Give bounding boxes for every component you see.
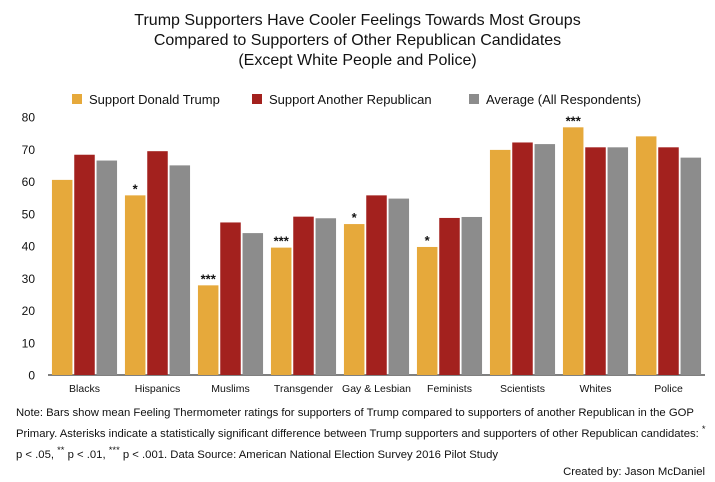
y-tick-label: 70 [22,143,36,157]
bar [366,195,387,375]
category-label: Feminists [427,383,472,395]
category-label: Police [654,383,683,395]
bar [147,151,168,375]
legend-label: Average (All Respondents) [486,92,641,107]
significance-marker: *** [201,271,217,286]
bar [74,154,95,375]
chart: Trump Supporters Have Cooler Feelings To… [22,12,705,395]
footnote-sig3-text: p < .001. Data Source: American National… [119,448,499,461]
bar [562,127,584,375]
bar [197,285,219,375]
legend-swatch [469,94,479,104]
category-label: Transgender [274,383,334,395]
y-tick-label: 80 [22,111,36,125]
y-tick-label: 30 [22,272,36,286]
bar [220,222,241,375]
bar [51,179,73,375]
bar [343,224,365,375]
bar [489,149,511,375]
bar [293,216,314,375]
legend-label: Support Donald Trump [89,92,220,107]
significance-marker: *** [566,113,582,128]
legend: Support Donald Trump Support Another Repu… [72,92,641,107]
y-tick-label: 0 [28,369,35,383]
x-axis: Blacks Hispanics Muslims Transgender Gay & L… [69,383,683,395]
footnote: Note: Bars show mean Feeling Thermometer… [16,406,706,463]
y-tick-label: 60 [22,175,36,189]
bar [658,147,679,375]
bar [96,160,118,375]
bar [607,147,629,375]
bar [270,247,292,375]
bar [680,157,702,375]
category-label: Hispanics [135,383,181,395]
y-tick-label: 50 [22,207,36,221]
category-label: Muslims [211,383,250,395]
title-line-2: Compared to Supporters of Other Republic… [154,32,561,49]
footnote-sig1-text: p < .05, [16,448,58,461]
significance-marker: * [133,181,139,196]
category-label: Blacks [69,383,100,395]
bar [388,198,410,375]
footnote-sig1-marker: * [701,423,706,434]
credit-line: Created by: Jason McDaniel [563,466,705,478]
category-label: Whites [579,383,611,395]
footnote-sig2-marker: ** [57,443,65,455]
footnote-sig2-text: p < .01, [64,448,109,461]
bars [51,127,702,375]
legend-swatch [252,94,262,104]
significance-markers: ************ [133,113,582,286]
bar [534,144,556,375]
legend-label: Support Another Republican [269,92,432,107]
legend-swatch [72,94,82,104]
bar [124,195,146,375]
category-label: Scientists [500,383,545,395]
significance-marker: * [352,210,358,225]
footnote-text: Note: Bars show mean Feeling Thermometer… [16,406,706,463]
bar [315,218,337,375]
y-tick-label: 40 [22,240,36,254]
bar [439,217,460,375]
bar [169,165,191,375]
bar [635,136,657,375]
title-line-1: Trump Supporters Have Cooler Feelings To… [134,12,580,29]
significance-marker: * [425,233,431,248]
bar [512,142,533,375]
y-tick-label: 20 [22,304,36,318]
bar [461,216,483,375]
bar [416,246,438,375]
significance-marker: *** [274,234,290,249]
title-line-3: (Except White People and Police) [238,52,476,69]
chart-title: Trump Supporters Have Cooler Feelings To… [134,12,580,69]
footnote-part1: Note: Bars show mean Feeling Thermometer… [16,407,702,440]
category-label: Gay & Lesbian [342,383,411,395]
footnote-sig3-marker: *** [108,443,120,455]
bar [242,233,264,375]
y-tick-label: 10 [22,336,36,350]
bar [585,147,606,375]
